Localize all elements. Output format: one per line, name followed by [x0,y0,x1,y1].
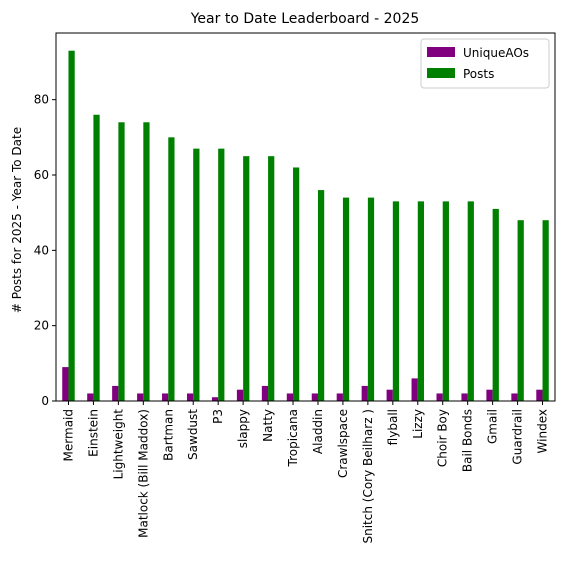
plot-frame [55,32,556,402]
bar-uniqueaos-7 [236,389,244,401]
legend-label-uniqueaos: UniqueAOs [463,46,529,60]
bar-posts-16 [467,201,474,401]
bar-uniqueaos-13 [386,389,393,401]
chart-title: Year to Date Leaderboard - 2025 [190,11,420,27]
bar-posts-8 [268,156,275,401]
x-tick-label-17: Gmail [486,409,500,444]
y-tick-label-3: 60 [34,168,49,182]
bar-uniqueaos-6 [211,397,219,401]
bar-posts-3 [143,122,150,401]
bar-posts-15 [442,201,449,401]
bar-posts-11 [342,197,350,401]
bar-uniqueaos-8 [261,385,269,401]
legend-swatch-posts [427,68,455,78]
bar-posts-18 [517,220,524,401]
bar-posts-19 [542,220,549,401]
legend: UniqueAOs Posts [420,38,550,89]
bar-posts-1 [93,114,100,401]
bar-uniqueaos-12 [361,385,368,401]
bar-posts-4 [168,137,175,401]
y-tick-label-0: 0 [41,394,49,408]
x-tick-label-3: Matlock (Bill Maddox) [136,409,150,538]
bar-uniqueaos-16 [461,393,468,401]
bar-uniqueaos-9 [286,393,294,401]
y-tick-label-1: 20 [34,319,49,333]
x-tick-label-16: Bail Bonds [461,409,475,472]
bar-posts-2 [118,122,125,401]
legend-label-posts: Posts [463,67,494,81]
y-axis: 0 20 40 60 80 [34,93,56,408]
bar-posts-10 [317,190,325,401]
x-tick-label-2: Lightweight [111,409,125,480]
x-tick-label-14: Lizzy [411,409,425,439]
x-tick-label-5: Sawdust [186,409,200,460]
bar-uniqueaos-18 [511,393,518,401]
bar-posts-13 [392,201,400,401]
x-tick-label-8: Natty [261,409,275,442]
x-tick-label-7: slappy [236,409,250,448]
bar-uniqueaos-0 [62,367,69,401]
bar-posts-9 [293,167,300,401]
bar-uniqueaos-5 [186,393,194,401]
y-axis-label: # Posts for 2025 - Year To Date [10,127,24,313]
bar-uniqueaos-19 [536,389,543,401]
bar-uniqueaos-4 [162,393,169,401]
x-tick-label-10: Aladdin [311,409,325,454]
x-tick-label-18: Guardrail [511,409,525,465]
x-tick-label-0: Mermaid [61,409,75,461]
bar-uniqueaos-14 [411,378,418,401]
bar-posts-7 [243,156,250,401]
x-tick-label-1: Einstein [86,409,100,457]
x-tick-label-19: Windex [536,409,550,453]
bar-uniqueaos-1 [87,393,94,401]
x-tick-label-12: Snitch (Cory Beilharz ) [361,409,375,544]
bar-posts-6 [218,148,225,401]
x-axis: Mermaid Einstein Lightweight Matlock (Bill … [61,401,550,544]
x-tick-label-11: Crawlspace [336,409,350,478]
bar-posts-14 [417,201,425,401]
bar-posts-5 [193,148,200,401]
bars-group [62,50,549,401]
bar-uniqueaos-2 [112,385,119,401]
bar-posts-17 [492,208,499,401]
legend-swatch-uniqueaos [427,47,455,57]
x-tick-label-9: Tropicana [286,409,300,467]
x-tick-label-15: Choir Boy [436,409,450,467]
y-tick-label-2: 40 [34,243,49,257]
bar-posts-12 [367,197,375,401]
x-tick-label-13: flyball [386,409,400,445]
bar-uniqueaos-3 [137,393,144,401]
bar-uniqueaos-15 [436,393,443,401]
x-tick-label-6: P3 [211,409,225,424]
y-tick-label-4: 80 [34,93,49,107]
bar-uniqueaos-11 [336,393,343,401]
bar-uniqueaos-10 [311,393,318,401]
bar-posts-0 [68,50,75,401]
bar-uniqueaos-17 [486,389,493,401]
x-tick-label-4: Bartman [161,409,175,461]
